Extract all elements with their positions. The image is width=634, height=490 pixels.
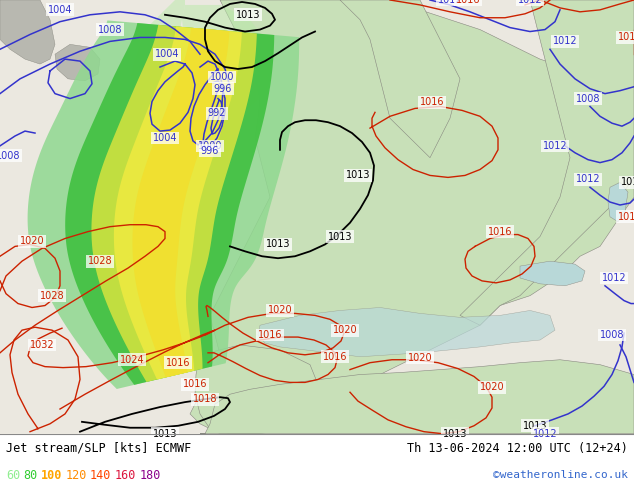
- Text: 140: 140: [90, 469, 112, 482]
- Text: 996: 996: [201, 146, 219, 156]
- Polygon shape: [195, 345, 320, 434]
- Text: 180: 180: [139, 469, 160, 482]
- Text: 1013: 1013: [523, 421, 547, 431]
- Text: 1020: 1020: [408, 353, 432, 363]
- Text: 1012: 1012: [553, 36, 578, 47]
- Polygon shape: [91, 25, 257, 382]
- Text: 101: 101: [621, 177, 634, 187]
- Text: 1008: 1008: [600, 330, 624, 340]
- Text: 1004: 1004: [153, 133, 178, 143]
- Polygon shape: [195, 49, 212, 64]
- Polygon shape: [520, 261, 585, 286]
- Text: 1016: 1016: [456, 0, 480, 5]
- Polygon shape: [190, 0, 634, 434]
- Text: 1020: 1020: [20, 237, 44, 246]
- Text: 1028: 1028: [40, 291, 64, 301]
- Text: 1012: 1012: [576, 174, 600, 184]
- Text: ©weatheronline.co.uk: ©weatheronline.co.uk: [493, 470, 628, 480]
- Text: 1020: 1020: [268, 305, 292, 316]
- Text: 1012: 1012: [437, 0, 462, 5]
- Polygon shape: [114, 26, 242, 379]
- Polygon shape: [192, 69, 225, 128]
- Text: 1018: 1018: [193, 394, 217, 404]
- Text: 1032: 1032: [30, 340, 55, 350]
- Text: 1008: 1008: [98, 24, 122, 35]
- Text: 1013: 1013: [266, 240, 290, 249]
- Polygon shape: [460, 0, 634, 325]
- Polygon shape: [182, 5, 270, 113]
- Text: 1000: 1000: [198, 141, 223, 151]
- Text: Jet stream/SLP [kts] ECMWF: Jet stream/SLP [kts] ECMWF: [6, 442, 191, 455]
- Text: 1013: 1013: [153, 429, 178, 439]
- Text: 1012: 1012: [602, 273, 626, 283]
- Text: 160: 160: [115, 469, 136, 482]
- Text: 1016: 1016: [488, 226, 512, 237]
- Polygon shape: [28, 21, 299, 389]
- Text: 1012: 1012: [518, 0, 542, 5]
- Text: 1016: 1016: [165, 358, 190, 368]
- Text: 1016: 1016: [323, 352, 347, 362]
- Text: 1013: 1013: [328, 232, 353, 242]
- Text: 992: 992: [208, 108, 226, 119]
- Text: 1016: 1016: [618, 212, 634, 222]
- Polygon shape: [340, 0, 460, 158]
- Text: 1028: 1028: [87, 256, 112, 266]
- Text: 1012: 1012: [543, 141, 567, 151]
- Text: 1008: 1008: [576, 94, 600, 103]
- Text: 1004: 1004: [155, 49, 179, 59]
- Polygon shape: [200, 360, 634, 434]
- Text: 1004: 1004: [48, 5, 72, 15]
- Text: 80: 80: [23, 469, 37, 482]
- Text: 1020: 1020: [480, 382, 504, 392]
- Text: 1008: 1008: [0, 151, 20, 161]
- Polygon shape: [258, 308, 555, 357]
- Text: 1013: 1013: [443, 429, 467, 439]
- Text: 1013: 1013: [236, 10, 260, 20]
- Polygon shape: [0, 0, 55, 64]
- Text: 1013: 1013: [346, 171, 370, 180]
- Polygon shape: [65, 23, 275, 385]
- Text: 120: 120: [65, 469, 87, 482]
- Polygon shape: [122, 0, 200, 345]
- Text: Th 13-06-2024 12:00 UTC (12+24): Th 13-06-2024 12:00 UTC (12+24): [407, 442, 628, 455]
- Text: 60: 60: [6, 469, 20, 482]
- Text: 1012: 1012: [533, 429, 557, 439]
- Text: 1018: 1018: [618, 32, 634, 43]
- Text: 996: 996: [214, 84, 232, 94]
- Text: 1000: 1000: [210, 72, 234, 82]
- Text: 1020: 1020: [333, 325, 358, 335]
- Text: 1016: 1016: [420, 98, 444, 107]
- Polygon shape: [133, 28, 230, 377]
- Text: 1016: 1016: [183, 379, 207, 390]
- Text: 1024: 1024: [120, 355, 145, 365]
- Polygon shape: [55, 45, 100, 81]
- Text: 1016: 1016: [258, 330, 282, 340]
- Text: 100: 100: [41, 469, 62, 482]
- Polygon shape: [608, 182, 628, 222]
